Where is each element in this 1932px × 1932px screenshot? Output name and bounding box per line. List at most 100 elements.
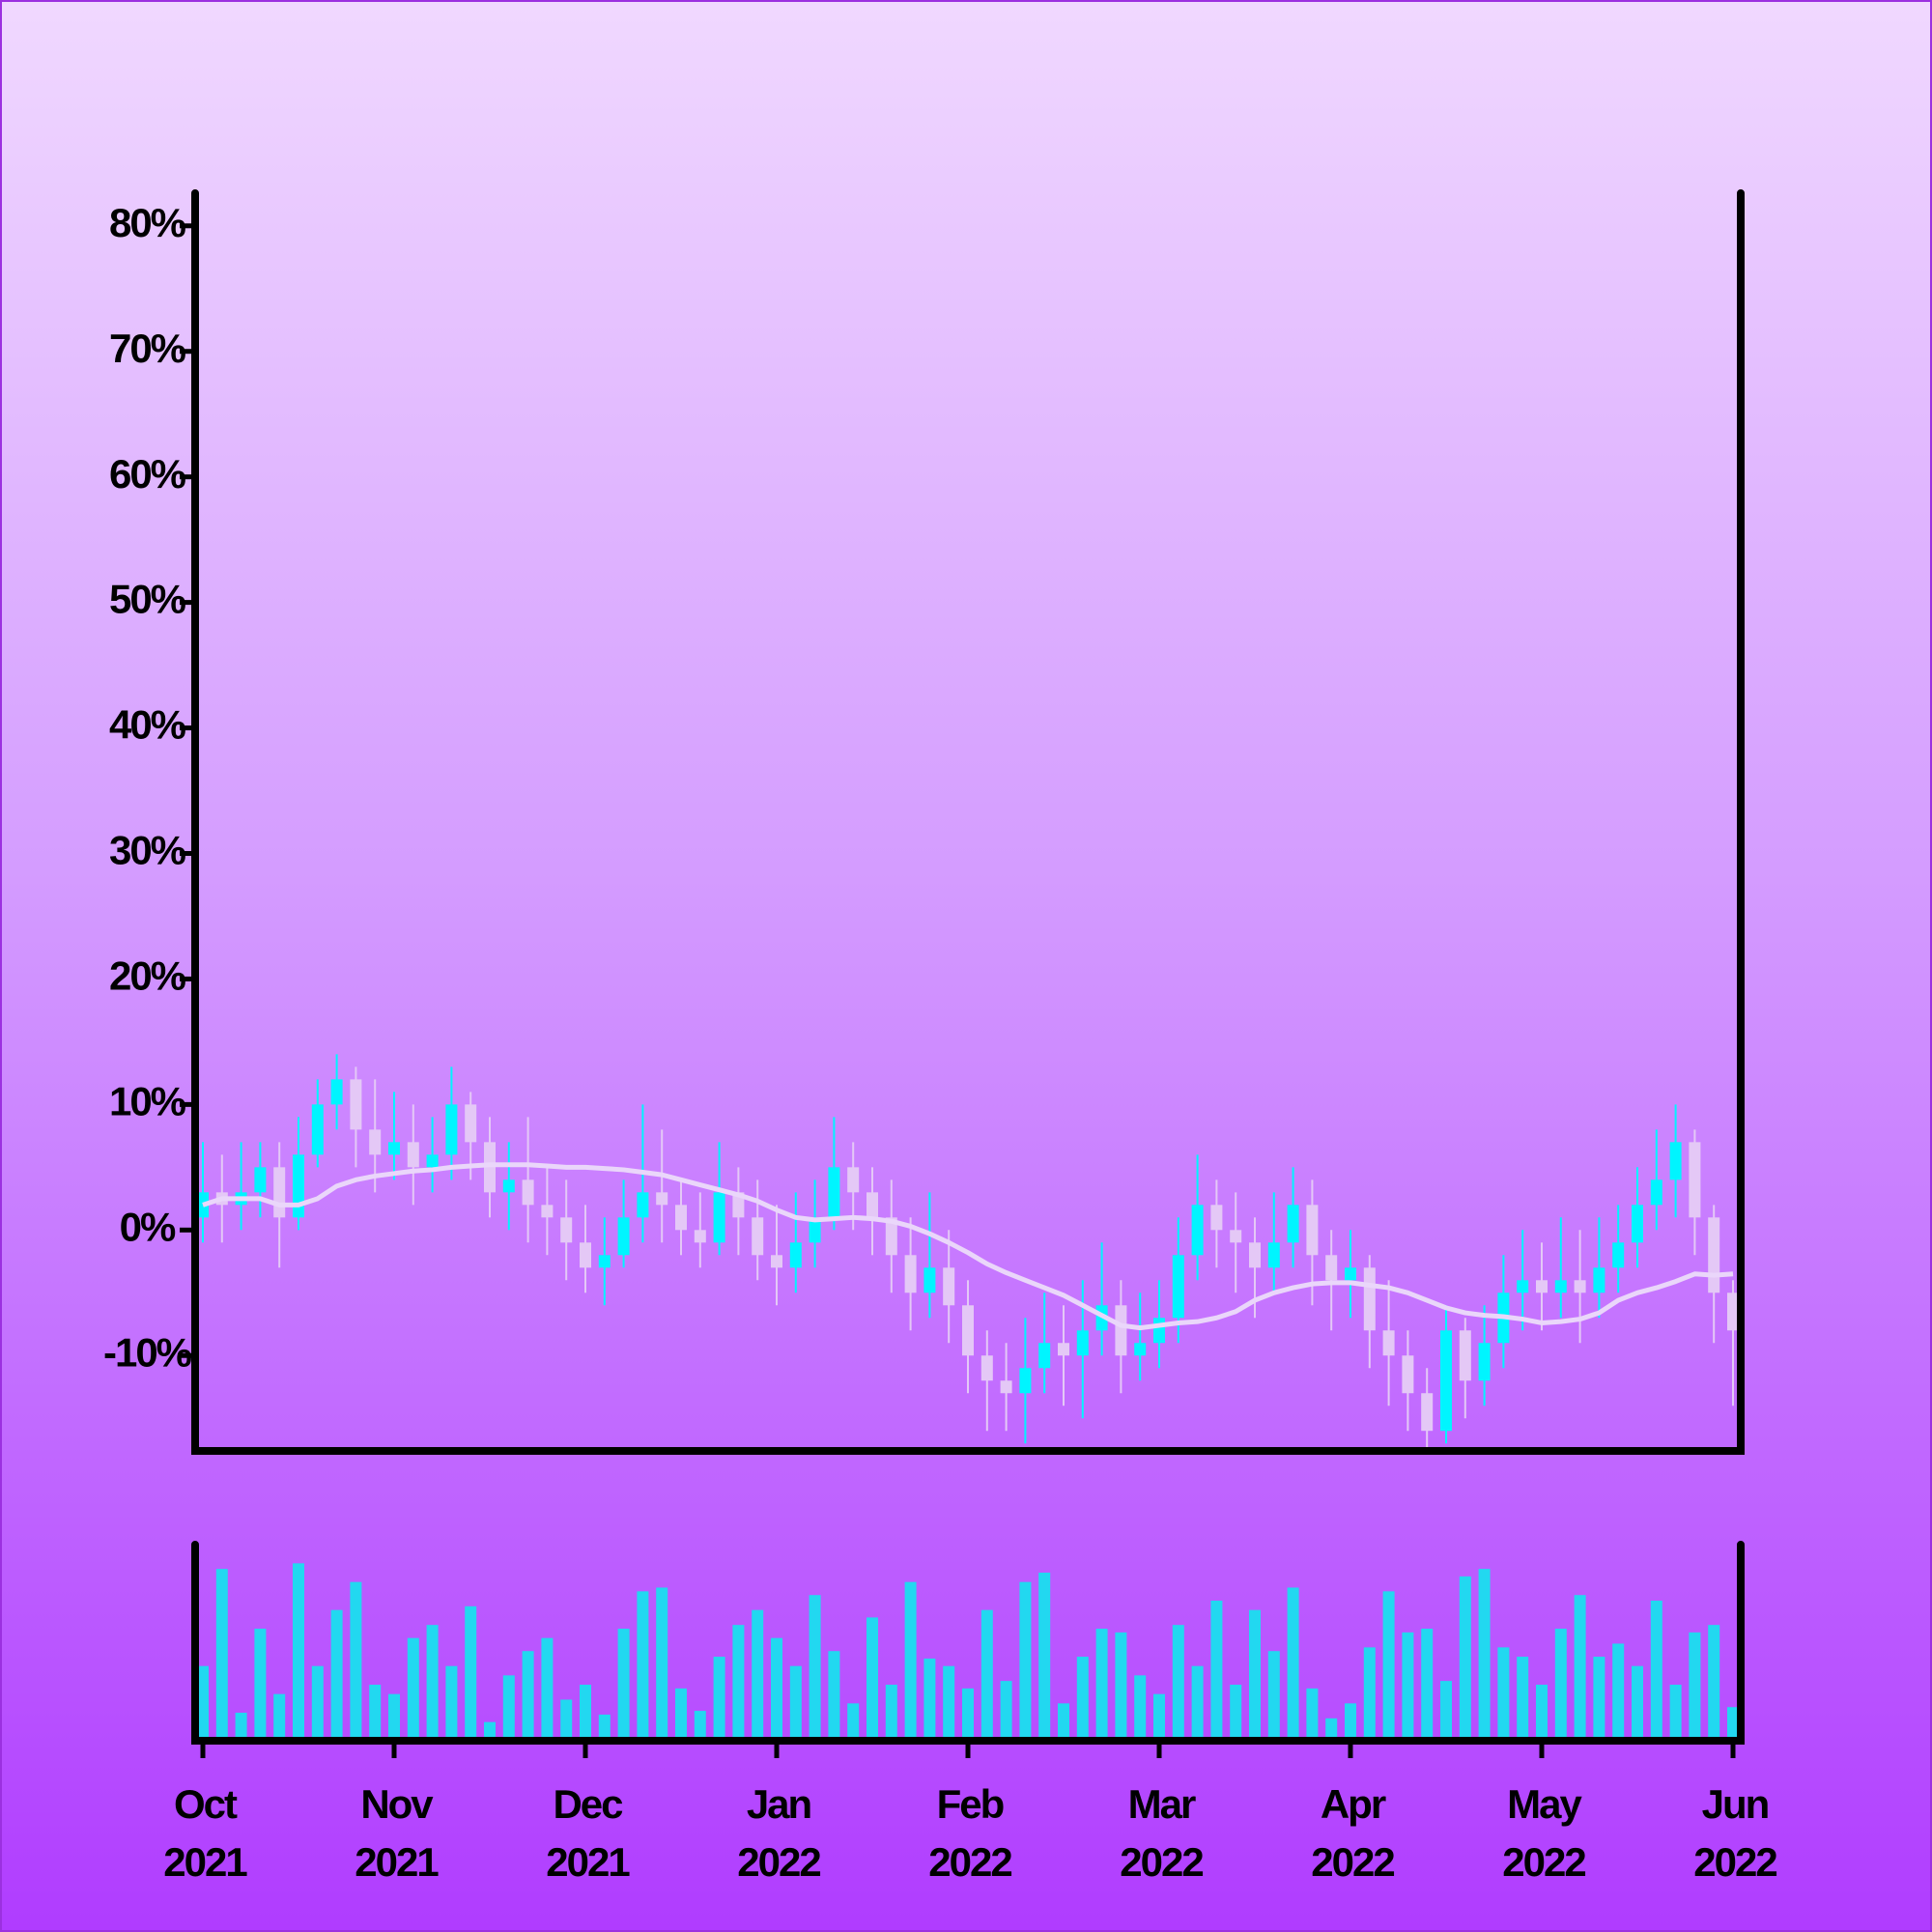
volume-bar <box>1230 1685 1242 1741</box>
candle-body <box>1267 1242 1280 1268</box>
volume-bar <box>617 1629 630 1741</box>
candle-body <box>350 1079 362 1130</box>
volume-bar <box>1689 1632 1701 1741</box>
volume-bar <box>1076 1657 1089 1741</box>
volume-bar <box>197 1665 209 1741</box>
volume-bar <box>1459 1576 1471 1741</box>
candle-body <box>1115 1305 1127 1356</box>
volume-bar <box>560 1699 573 1741</box>
volume-bar <box>293 1563 304 1741</box>
candle-body <box>809 1217 821 1243</box>
volume-bar <box>1134 1675 1147 1741</box>
volume-bar <box>1497 1647 1510 1741</box>
candle-body <box>1287 1205 1299 1243</box>
volume-bar <box>1191 1665 1204 1741</box>
y-tick-label: 40% <box>109 702 186 748</box>
volume-bar <box>809 1595 821 1741</box>
volume-bar <box>254 1629 267 1741</box>
volume-bar <box>1554 1629 1567 1741</box>
candle-body <box>502 1179 515 1193</box>
volume-bar <box>885 1685 897 1741</box>
volume-bar <box>1650 1601 1662 1741</box>
candle-body <box>828 1167 840 1218</box>
candle-body <box>522 1179 534 1206</box>
volume-bar <box>1382 1591 1395 1741</box>
candle-body <box>1612 1242 1625 1268</box>
volume-bar <box>867 1617 878 1741</box>
volume-bar <box>1038 1573 1051 1741</box>
volume-bar <box>215 1569 228 1741</box>
volume-bar <box>1632 1665 1643 1741</box>
candle-body <box>1727 1293 1739 1331</box>
volume-bar <box>1058 1703 1069 1741</box>
volume-bar <box>1517 1657 1529 1741</box>
volume-bar <box>1363 1647 1376 1741</box>
candle-body <box>962 1305 974 1356</box>
candle-body <box>1650 1179 1662 1206</box>
volume-bar <box>694 1711 706 1741</box>
candle-body <box>1306 1205 1319 1256</box>
volume-bar <box>1153 1693 1165 1741</box>
candle-body <box>1440 1330 1452 1432</box>
candle-body <box>388 1142 400 1155</box>
volume-bar <box>1440 1681 1452 1741</box>
candle-body <box>1172 1255 1184 1319</box>
candle-body <box>1689 1142 1701 1218</box>
volume-bar <box>1210 1601 1223 1741</box>
y-tick-label: 50% <box>109 577 186 622</box>
volume-bar <box>369 1685 382 1741</box>
x-tick-label: Feb 2022 <box>928 1781 1012 1885</box>
candle-body <box>1019 1368 1032 1394</box>
volume-bar <box>580 1685 591 1741</box>
volume-bar <box>1019 1581 1032 1741</box>
volume-bar <box>1708 1625 1720 1741</box>
volume-bar <box>732 1625 745 1741</box>
candle-body <box>426 1154 439 1168</box>
candle-body <box>1249 1242 1261 1268</box>
volume-bar <box>350 1581 362 1741</box>
volume-bar <box>771 1637 782 1741</box>
volume-bar <box>1249 1609 1261 1741</box>
candle-body <box>1669 1142 1682 1180</box>
volume-bar <box>388 1693 400 1741</box>
candle-body <box>369 1129 382 1155</box>
volume-bar <box>426 1625 439 1741</box>
candle-body <box>1000 1380 1012 1394</box>
volume-bar <box>484 1721 496 1741</box>
candle-body <box>732 1192 745 1218</box>
candle-body <box>1708 1217 1720 1293</box>
candle-body <box>1632 1205 1643 1243</box>
volume-bar <box>311 1665 324 1741</box>
volume-bar <box>1115 1632 1127 1741</box>
volume-bar <box>1287 1587 1299 1741</box>
volume-bar <box>330 1609 343 1741</box>
volume-bar <box>541 1637 554 1741</box>
y-tick-label: 70% <box>109 326 186 371</box>
candle-body <box>273 1167 286 1218</box>
candle-body <box>465 1104 477 1143</box>
candle-body <box>407 1142 419 1168</box>
volume-bar <box>656 1587 668 1741</box>
candle-body <box>1345 1267 1356 1281</box>
volume-bar <box>1612 1643 1625 1741</box>
volume-bar <box>502 1675 515 1741</box>
candle-body <box>1325 1255 1338 1281</box>
candle-body <box>293 1154 304 1218</box>
candle-body <box>1210 1205 1223 1231</box>
volume-bar <box>637 1591 649 1741</box>
x-tick-label: Mar 2022 <box>1120 1781 1204 1885</box>
candle-body <box>1554 1280 1567 1293</box>
candle-body <box>1459 1330 1471 1381</box>
volume-bar <box>1574 1595 1586 1741</box>
candle-body <box>580 1242 591 1268</box>
volume-bar <box>1402 1632 1414 1741</box>
candle-body <box>1402 1355 1414 1394</box>
candle-body <box>675 1205 687 1231</box>
candle-body <box>1574 1280 1586 1293</box>
x-tick-label: Dec 2021 <box>546 1781 630 1885</box>
candle-body <box>484 1142 496 1193</box>
x-tick-label: May 2022 <box>1502 1781 1586 1885</box>
volume-bar <box>1478 1569 1491 1741</box>
x-tick-label: Oct 2021 <box>163 1781 247 1885</box>
y-tick-label: 60% <box>109 451 186 497</box>
